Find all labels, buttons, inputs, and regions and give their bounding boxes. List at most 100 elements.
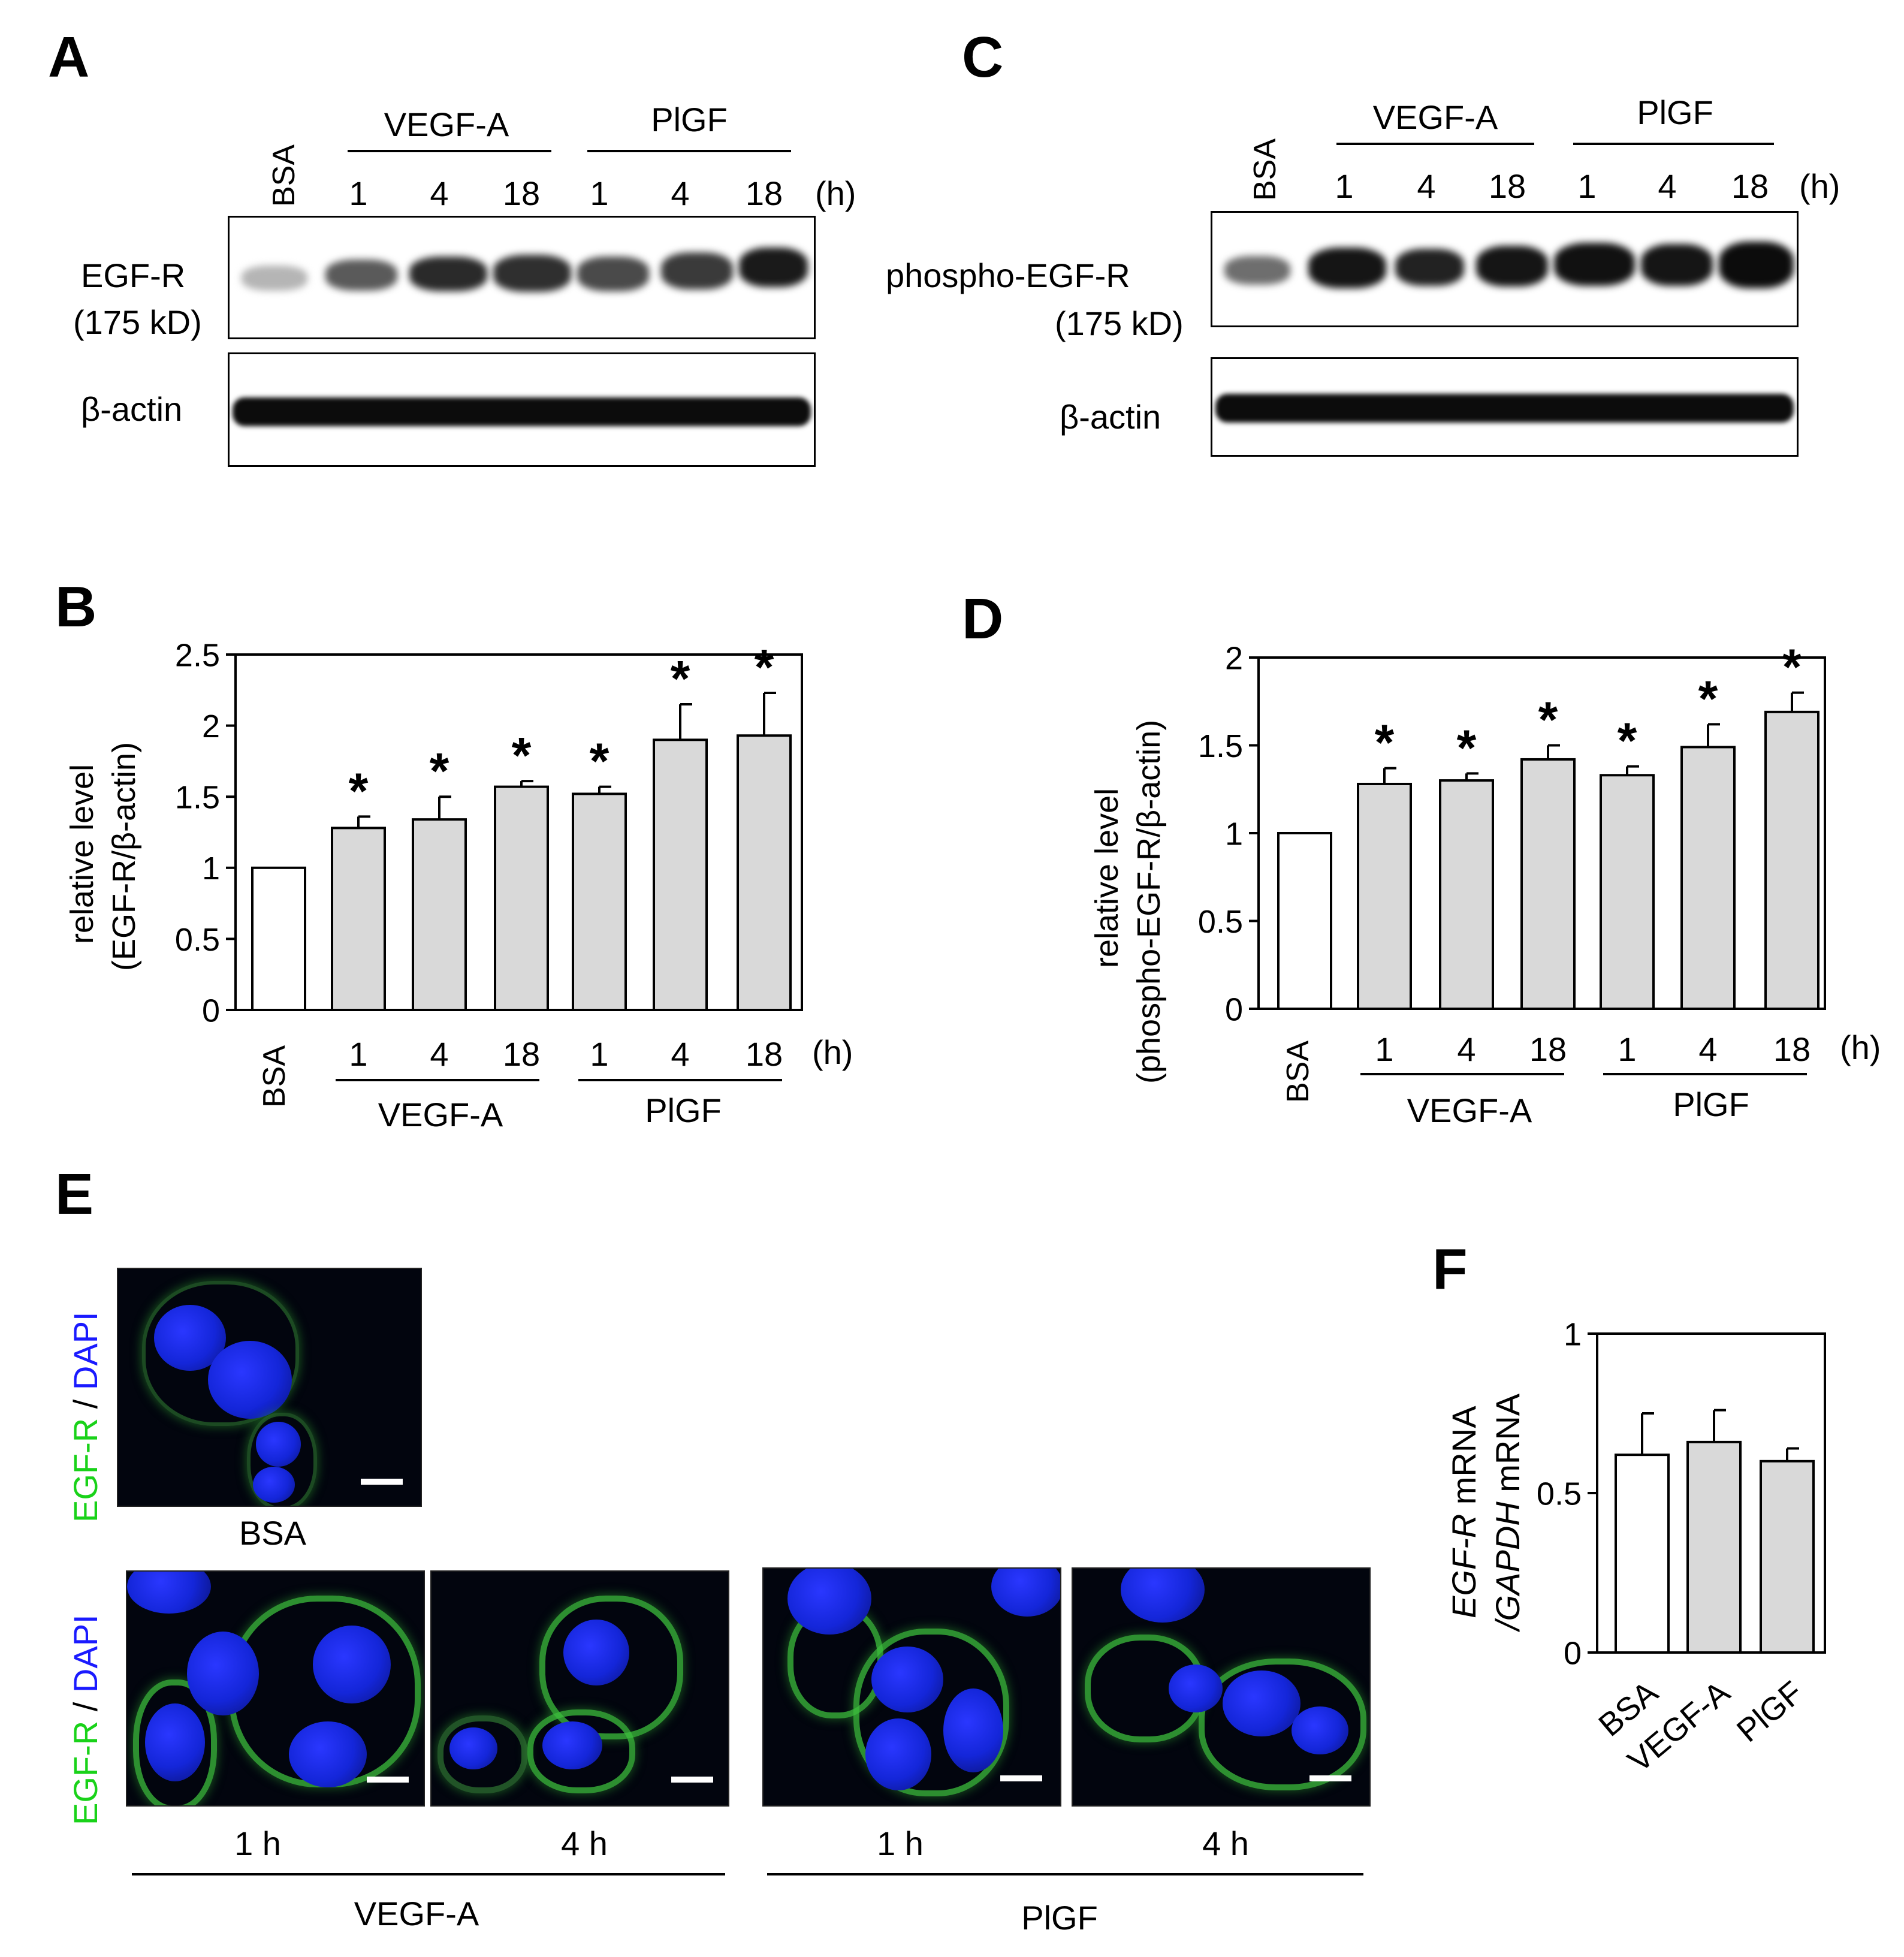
x-tick-label: 1 — [1618, 1030, 1636, 1068]
y-tick-label: 0 — [202, 993, 220, 1029]
micro-image-pigf-1h — [762, 1567, 1061, 1807]
chart-d-time-unit: (h) — [1840, 1029, 1881, 1066]
y-tick-label: 0 — [1564, 1635, 1582, 1671]
y-tick-label: 1.5 — [175, 780, 220, 816]
x-tick-label: 1 — [1375, 1030, 1393, 1068]
band — [739, 248, 808, 287]
y-tick-label: 2 — [202, 708, 220, 744]
cell-membrane — [133, 1679, 217, 1805]
micro-image-vegf-1h — [126, 1570, 425, 1807]
significance-marker: * — [590, 733, 609, 789]
blot-target-label: EGF-R — [81, 257, 186, 294]
x-tick-label: 1 — [590, 1035, 608, 1073]
bar — [1686, 1440, 1742, 1654]
y-tick-label: 0.5 — [1198, 904, 1243, 940]
cell-nucleus — [563, 1620, 629, 1685]
blot-actin-c — [1211, 357, 1799, 457]
bar — [331, 827, 386, 1012]
x-tick-label: 1 — [349, 1035, 367, 1073]
bar — [1600, 774, 1655, 1011]
micro-group-line-vegf — [132, 1873, 725, 1875]
cell-nucleus — [787, 1569, 871, 1635]
group-line-pigf — [1573, 143, 1774, 145]
lane-label-time: 18 — [502, 174, 541, 212]
scale-bar — [671, 1777, 713, 1783]
lane-label-time: 18 — [1488, 167, 1526, 205]
band — [242, 266, 307, 291]
bar — [1764, 710, 1819, 1010]
lane-label-time: 4 — [671, 174, 690, 212]
panel-label-b: B — [55, 575, 97, 639]
cell-nucleus — [208, 1341, 292, 1419]
micro-time-label: 1 h — [234, 1825, 281, 1862]
band — [1395, 249, 1464, 286]
group-label-vegf: VEGF-A — [1372, 98, 1498, 136]
significance-marker: * — [1538, 692, 1558, 748]
chart-d-cat-bsa: BSA — [1281, 1040, 1315, 1103]
chart-d-plot: 0 0.5 1 1.5 2 * 1 * 4 * 18 * 1 * 4 * 18 — [1198, 639, 1826, 1068]
blot-actin-a — [228, 352, 816, 467]
y-tick-label: 2.5 — [175, 637, 220, 673]
y-tick-label: 0 — [1225, 991, 1243, 1027]
band — [493, 255, 571, 292]
panel-label-c: C — [962, 25, 1004, 89]
lane-label-time: 4 — [1658, 167, 1677, 205]
group-line-pigf — [587, 150, 791, 152]
y-tick-label: 1 — [202, 851, 220, 886]
micro-image-pigf-4h — [1072, 1567, 1371, 1807]
bar — [1520, 758, 1576, 1010]
stain-legend-top: EGF-R / DAPI — [67, 1311, 104, 1522]
bar — [1680, 746, 1736, 1011]
micro-time-label: 4 h — [561, 1825, 608, 1862]
panel-label-a: A — [48, 25, 90, 89]
group-line-vegf — [1336, 143, 1534, 145]
scale-bar — [361, 1479, 403, 1485]
chart-f-ylabel-2: /GAPDH mRNA — [1489, 1394, 1526, 1630]
chart-d-group-pigf: PlGF — [1673, 1085, 1749, 1123]
chart-f-ylabel-unit: mRNA — [1445, 1406, 1483, 1514]
significance-marker: * — [755, 639, 774, 695]
chart-b-group-line-vegf — [336, 1079, 539, 1081]
chart-d-group-line-vegf — [1360, 1073, 1564, 1075]
chart-b-plot: 0 0.5 1 1.5 2 2.5 * 1 * 4 * 18 * 1 * 4 * 18 — [175, 637, 803, 1073]
cell-nucleus — [871, 1647, 943, 1712]
stain-green-label: EGF-R — [67, 1418, 104, 1522]
x-tick-label: 18 — [1529, 1030, 1567, 1068]
band — [233, 397, 811, 426]
stain-blue-label: DAPI — [67, 1614, 104, 1693]
group-label-vegf: VEGF-A — [384, 105, 509, 143]
panel-label-d: D — [962, 587, 1004, 651]
significance-marker: * — [1698, 670, 1718, 726]
cell-nucleus — [943, 1688, 1003, 1772]
blot-size-label: (175 kD) — [1055, 304, 1184, 342]
scale-bar — [1309, 1775, 1351, 1781]
y-tick-label: 2 — [1225, 640, 1243, 676]
panel-label-e: E — [55, 1162, 94, 1226]
cell-nucleus — [1121, 1569, 1205, 1623]
micro-time-label: 1 h — [877, 1825, 924, 1862]
scale-bar — [367, 1777, 409, 1783]
bar — [1277, 832, 1332, 1010]
cell-nucleus — [253, 1467, 295, 1503]
micro-group-line-pigf — [767, 1873, 1363, 1875]
blot-size-label: (175 kD) — [73, 303, 202, 341]
lane-label-time: 1 — [349, 174, 368, 212]
significance-marker: * — [430, 743, 449, 799]
chart-d-ylabel: relative level — [1089, 788, 1125, 968]
bar — [1439, 779, 1494, 1010]
blot-egfr — [228, 216, 816, 339]
band — [1308, 248, 1386, 288]
chart-b-group-pigf: PlGF — [645, 1091, 722, 1129]
bar — [494, 785, 549, 1011]
lane-label-time: 18 — [1731, 167, 1769, 205]
blot-phospho-egfr — [1211, 211, 1799, 327]
chart-b-cat-bsa: BSA — [257, 1045, 292, 1108]
band — [1224, 256, 1290, 285]
y-tick-label: 0.5 — [175, 922, 220, 958]
chart-f-ylabel-gene: EGF-R — [1445, 1513, 1483, 1618]
stain-legend-bottom: EGF-R / DAPI — [67, 1614, 104, 1825]
y-tick-label: 1 — [1564, 1316, 1582, 1352]
scale-bar — [1000, 1775, 1042, 1781]
bar — [737, 734, 792, 1011]
